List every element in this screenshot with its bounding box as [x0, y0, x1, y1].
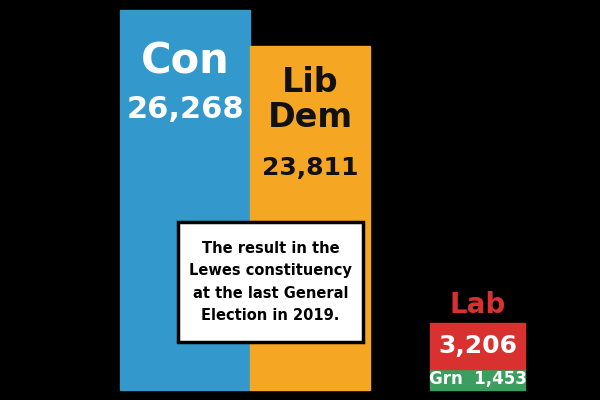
- Bar: [430, 369, 525, 390]
- Text: Lab: Lab: [449, 291, 506, 319]
- Bar: [178, 222, 363, 342]
- Text: Con: Con: [140, 40, 229, 82]
- Text: Lib
Dem: Lib Dem: [268, 66, 353, 134]
- Text: 3,206: 3,206: [438, 334, 517, 358]
- Text: 26,268: 26,268: [126, 95, 244, 124]
- Bar: [250, 46, 370, 390]
- Text: The result in the
Lewes constituency
at the last General
Election in 2019.: The result in the Lewes constituency at …: [189, 241, 352, 323]
- Text: 23,811: 23,811: [262, 156, 358, 180]
- Bar: [120, 10, 250, 390]
- Text: Grn  1,453: Grn 1,453: [428, 370, 526, 388]
- Bar: [430, 323, 525, 369]
